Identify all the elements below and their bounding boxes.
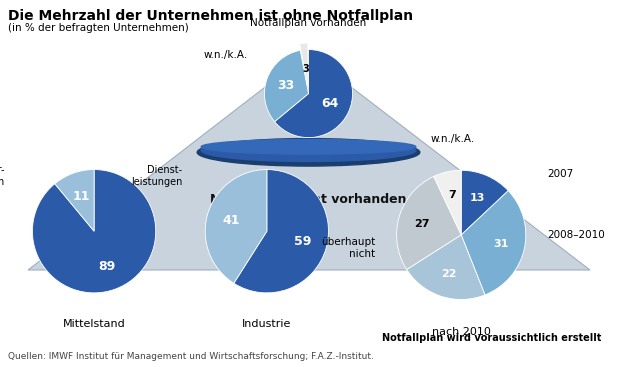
- Text: 31: 31: [493, 239, 508, 249]
- Text: 2008–2010: 2008–2010: [547, 230, 605, 240]
- Text: 11: 11: [73, 190, 90, 203]
- Text: 22: 22: [441, 269, 457, 279]
- Wedge shape: [461, 191, 526, 295]
- Text: überhaupt
nicht: überhaupt nicht: [321, 237, 376, 259]
- Wedge shape: [407, 235, 485, 299]
- Ellipse shape: [201, 139, 416, 161]
- Text: w.n./k.A.: w.n./k.A.: [431, 134, 475, 145]
- Text: 7: 7: [449, 190, 456, 200]
- Wedge shape: [265, 50, 308, 121]
- Text: Quellen: IMWF Institut für Management und Wirtschaftsforschung; F.A.Z.-Institut.: Quellen: IMWF Institut für Management un…: [8, 352, 374, 361]
- Wedge shape: [55, 170, 94, 231]
- Ellipse shape: [197, 138, 420, 166]
- Wedge shape: [234, 170, 328, 293]
- Text: 13: 13: [470, 193, 485, 203]
- Wedge shape: [33, 170, 155, 293]
- Wedge shape: [205, 170, 267, 283]
- Text: nach 2010: nach 2010: [432, 327, 491, 337]
- Text: Notfallplan vorhanden: Notfallplan vorhanden: [251, 18, 366, 28]
- Text: Notfallplan nicht vorhanden: Notfallplan nicht vorhanden: [210, 193, 406, 206]
- Text: 27: 27: [415, 218, 430, 229]
- Text: Mittelstand: Mittelstand: [63, 319, 125, 329]
- Wedge shape: [397, 177, 461, 269]
- Wedge shape: [300, 43, 308, 87]
- Ellipse shape: [201, 139, 416, 154]
- Text: Großunter-
nehmen: Großunter- nehmen: [0, 165, 5, 186]
- Text: Dienst-
leistungen: Dienst- leistungen: [131, 165, 182, 186]
- Text: 89: 89: [98, 259, 115, 273]
- Text: Notfallplan wird voraussichtlich erstellt: Notfallplan wird voraussichtlich erstell…: [383, 333, 602, 343]
- Text: w.n./k.A.: w.n./k.A.: [204, 50, 248, 60]
- Wedge shape: [275, 50, 352, 138]
- Text: 64: 64: [321, 97, 339, 110]
- Text: Die Mehrzahl der Unternehmen ist ohne Notfallplan: Die Mehrzahl der Unternehmen ist ohne No…: [8, 9, 413, 23]
- Text: (in % der befragten Unternehmen): (in % der befragten Unternehmen): [8, 23, 189, 33]
- Text: 59: 59: [294, 235, 311, 248]
- Wedge shape: [461, 170, 508, 235]
- Wedge shape: [434, 170, 462, 235]
- Polygon shape: [28, 54, 590, 270]
- Text: 2007: 2007: [547, 168, 573, 178]
- Text: 33: 33: [277, 79, 294, 92]
- Text: 41: 41: [223, 214, 240, 228]
- Text: 3: 3: [303, 65, 310, 75]
- Text: Industrie: Industrie: [242, 319, 292, 329]
